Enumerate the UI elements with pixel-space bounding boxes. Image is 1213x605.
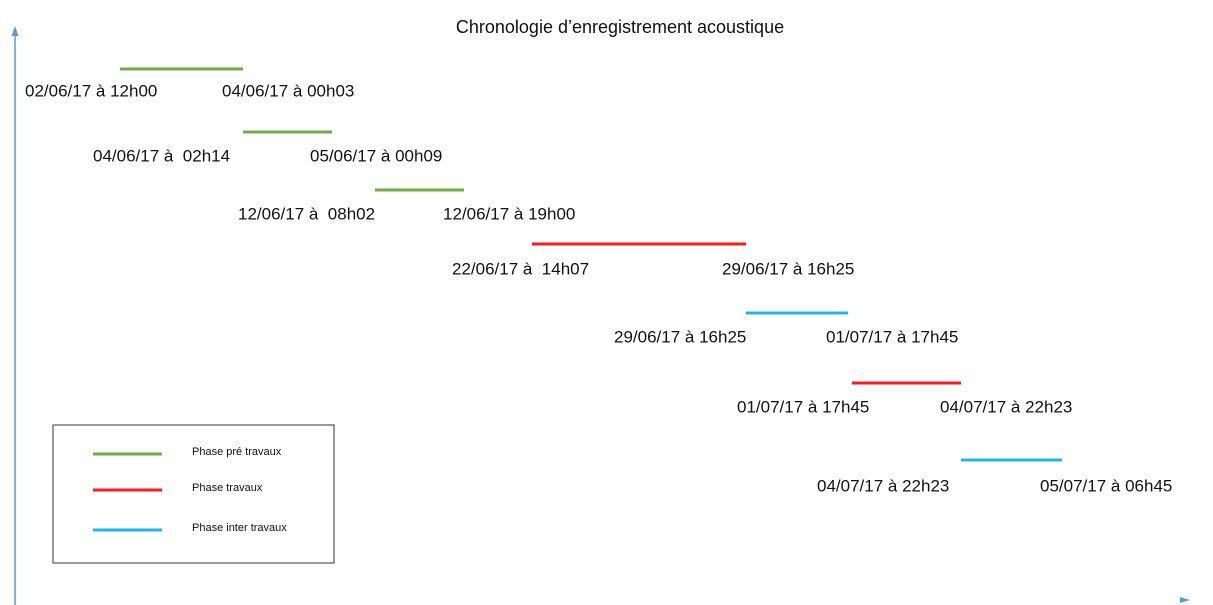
segment-start: 02/06/17 à 12h00 [25,81,157,100]
segment-end: 01/07/17 à 17h45 [826,327,958,346]
segment-end: 29/06/17 à 16h25 [722,259,854,278]
segment-end: 04/07/17 à 22h23 [940,397,1072,416]
segment-start: 01/07/17 à 17h45 [737,397,869,416]
segment-end: 05/07/17 à 06h45 [1040,476,1172,495]
legend-label: Phase inter travaux [192,522,287,534]
segment-start: 04/06/17 à 02h14 [93,146,230,165]
axis-arrow-right [1180,597,1190,603]
legend-label: Phase travaux [192,482,263,494]
segment-end: 04/06/17 à 00h03 [222,81,354,100]
legend-box [52,424,335,564]
legend-label: Phase pré travaux [192,446,282,458]
segment-end: 05/06/17 à 00h09 [310,146,442,165]
segment-start: 04/07/17 à 22h23 [817,476,949,495]
title: Chronologie d’enregistrement acoustique [456,17,784,37]
segment-start: 12/06/17 à 08h02 [238,204,375,223]
segment-end: 12/06/17 à 19h00 [443,204,575,223]
segment-start: 22/06/17 à 14h07 [452,259,589,278]
segment-start: 29/06/17 à 16h25 [614,327,746,346]
axis-arrow [11,26,19,36]
